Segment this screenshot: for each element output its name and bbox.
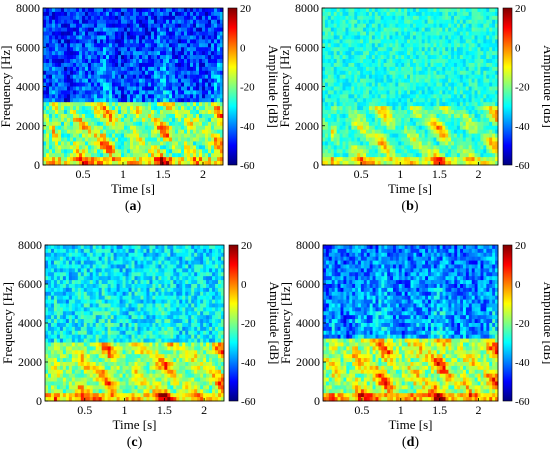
- colorbar-label: Amplitude [dB]: [266, 45, 281, 128]
- colorbar-label: Amplitude [dB]: [541, 45, 550, 128]
- y-tick-label: 0: [313, 158, 319, 172]
- y-tick-label: 2000: [296, 355, 320, 369]
- colorbar: [502, 244, 513, 402]
- x-axis-label: Time [s]: [389, 417, 433, 432]
- panel-label: (d): [402, 435, 419, 450]
- x-tick-label: 1.5: [432, 403, 447, 417]
- y-tick-label: 6000: [18, 277, 42, 291]
- panel-label: (c): [127, 435, 143, 450]
- panel-label: (b): [401, 199, 418, 214]
- y-axis-label: Frequency [Hz]: [277, 46, 292, 128]
- y-tick-label: 6000: [296, 277, 320, 291]
- colorbar-tick-label: -40: [515, 121, 530, 133]
- colorbar-tick-label: -20: [241, 318, 256, 330]
- colorbar-tick-label: 20: [515, 240, 527, 252]
- x-tick-label: 1: [122, 403, 128, 417]
- panel-label: (a): [125, 199, 142, 214]
- colorbar-tick-label: -60: [515, 396, 530, 408]
- x-tick-label: 2: [201, 403, 207, 417]
- colorbar-tick-label: 0: [515, 279, 521, 291]
- colorbar: [227, 7, 238, 166]
- colorbar-tick-label: -20: [240, 82, 255, 94]
- colorbar-tick-label: -60: [515, 160, 530, 172]
- x-tick-label: 1.5: [157, 403, 172, 417]
- colorbar: [502, 7, 513, 166]
- x-tick-label: 1: [120, 167, 126, 181]
- x-tick-label: 0.5: [77, 403, 92, 417]
- colorbar-tick-label: 0: [515, 42, 521, 54]
- y-tick-label: 6000: [16, 40, 40, 54]
- y-tick-label: 2000: [295, 119, 319, 133]
- colorbar-label: Amplitude [dB]: [267, 282, 282, 365]
- y-tick-label: 0: [314, 394, 320, 408]
- y-tick-label: 2000: [18, 355, 42, 369]
- colorbar-tick-label: 0: [241, 279, 247, 291]
- spectrogram-heatmap-b: [322, 8, 499, 166]
- y-tick-label: 0: [34, 158, 40, 172]
- colorbar-label: Amplitude [dB]: [541, 282, 550, 365]
- x-axis-label: Time [s]: [113, 417, 157, 432]
- x-axis-label: Time [s]: [388, 181, 432, 196]
- colorbar-tick-label: 20: [240, 3, 252, 15]
- x-tick-label: 2: [475, 167, 481, 181]
- x-tick-label: 2: [476, 403, 482, 417]
- colorbar-tick-label: -60: [240, 160, 255, 172]
- colorbar-tick-label: 20: [515, 3, 527, 15]
- y-axis-label: Frequency [Hz]: [278, 282, 293, 364]
- y-axis-label: Frequency [Hz]: [0, 282, 15, 364]
- spectrogram-heatmap-a: [43, 8, 224, 166]
- x-tick-label: 0.5: [354, 403, 369, 417]
- colorbar-tick-label: -20: [515, 82, 530, 94]
- colorbar-tick-label: -40: [240, 121, 255, 133]
- y-tick-label: 2000: [16, 119, 40, 133]
- colorbar-tick-label: -60: [241, 396, 256, 408]
- x-tick-label: 1: [397, 167, 403, 181]
- x-tick-label: 2: [200, 167, 206, 181]
- colorbar-tick-label: -40: [515, 357, 530, 369]
- y-tick-label: 4000: [295, 80, 319, 94]
- colorbar-tick-label: -20: [515, 318, 530, 330]
- y-tick-label: 8000: [16, 1, 40, 15]
- colorbar-tick-label: -40: [241, 357, 256, 369]
- x-tick-label: 0.5: [76, 167, 91, 181]
- y-tick-label: 4000: [296, 316, 320, 330]
- y-tick-label: 0: [36, 394, 42, 408]
- y-tick-label: 6000: [295, 40, 319, 54]
- y-axis-label: Frequency [Hz]: [0, 46, 13, 128]
- spectrogram-heatmap-d: [323, 245, 499, 402]
- x-tick-label: 0.5: [354, 167, 369, 181]
- colorbar: [228, 244, 239, 402]
- y-tick-label: 8000: [18, 238, 42, 252]
- x-tick-label: 1.5: [432, 167, 447, 181]
- y-tick-label: 4000: [18, 316, 42, 330]
- x-tick-label: 1.5: [156, 167, 171, 181]
- colorbar-tick-label: 0: [240, 42, 246, 54]
- spectrogram-heatmap-c: [45, 245, 225, 402]
- y-tick-label: 8000: [295, 1, 319, 15]
- colorbar-tick-label: 20: [241, 240, 253, 252]
- y-tick-label: 8000: [296, 238, 320, 252]
- x-tick-label: 1: [398, 403, 404, 417]
- x-axis-label: Time [s]: [111, 181, 155, 196]
- y-tick-label: 4000: [16, 80, 40, 94]
